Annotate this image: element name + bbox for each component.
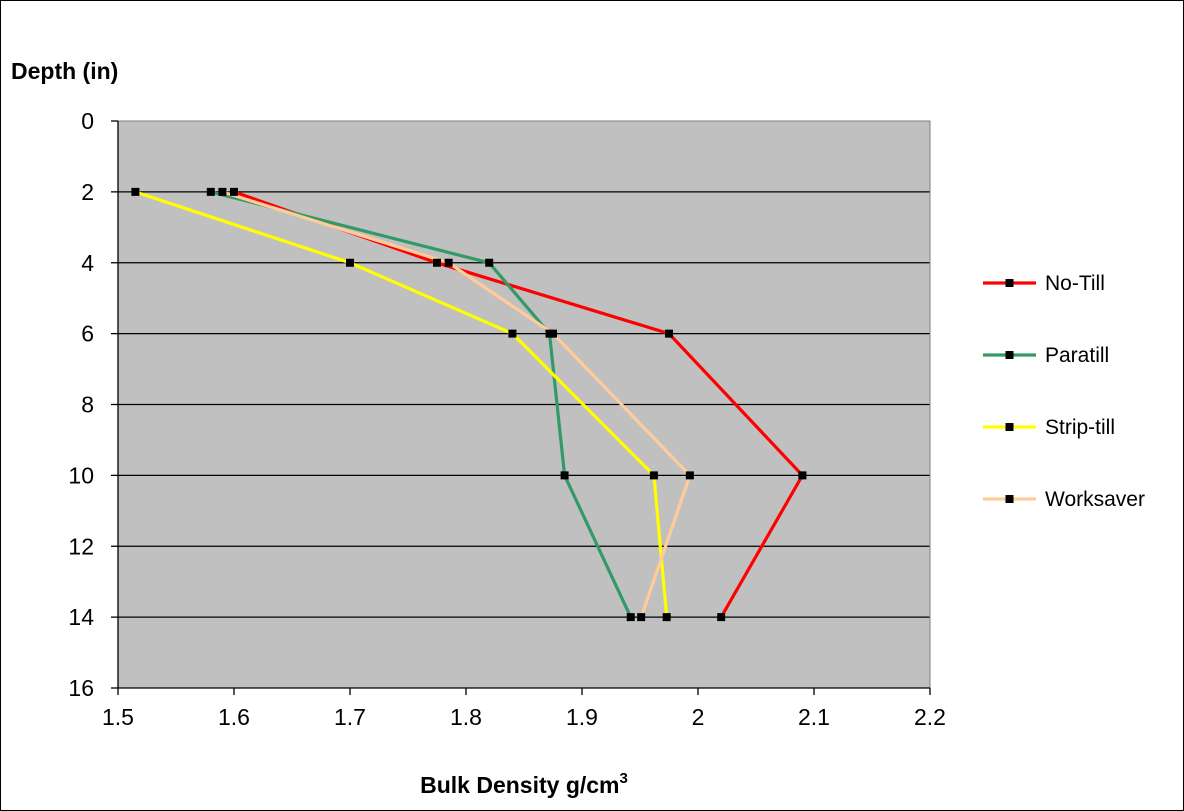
x-tick-label: 1.5: [102, 704, 134, 730]
x-tick-label: 1.6: [218, 704, 250, 730]
data-point-worksaver: [637, 613, 646, 622]
y-tick-label: 16: [68, 675, 94, 701]
x-axis-title-text: Bulk Density g/cm: [420, 772, 619, 798]
data-point-worksaver: [549, 329, 557, 338]
legend-marker-paratill: [1005, 351, 1014, 359]
x-axis-title: Bulk Density g/cm3: [420, 770, 628, 798]
y-tick-label: 12: [68, 533, 94, 559]
x-tick-label: 1.9: [566, 704, 598, 730]
data-point-paratill: [485, 258, 494, 267]
data-point-worksaver: [444, 258, 453, 267]
legend: No-Till Paratill Strip-till Worksaver: [983, 272, 1145, 511]
data-point-no-till: [798, 471, 807, 480]
data-point-worksaver: [685, 471, 694, 480]
x-axis-title-superscript: 3: [620, 770, 628, 787]
gridlines: [118, 191, 930, 618]
data-point-strip-till: [508, 329, 517, 338]
y-tick-label: 14: [68, 604, 94, 630]
y-tick-label: 10: [68, 462, 94, 488]
y-tick-label: 6: [81, 321, 94, 347]
y-tick-label: 0: [81, 108, 94, 134]
y-tick-label: 4: [81, 250, 94, 276]
data-point-strip-till: [346, 258, 354, 267]
data-point-strip-till: [649, 471, 658, 480]
data-point-no-till: [433, 258, 441, 267]
x-tick-label: 1.7: [334, 704, 366, 730]
legend-marker-worksaver: [1005, 495, 1014, 503]
x-tick-label: 2: [692, 704, 705, 730]
data-point-paratill: [206, 187, 215, 196]
y-tick-label: 2: [81, 179, 94, 205]
x-tick-label: 2.1: [798, 704, 830, 730]
y-tick-label: 8: [81, 392, 94, 418]
legend-label-strip-till: Strip-till: [1045, 416, 1115, 439]
y-tick-labels: 0 2 4 6 8 10 12 14 16: [68, 108, 118, 701]
data-point-no-till: [230, 187, 238, 196]
legend-label-paratill: Paratill: [1045, 344, 1109, 367]
x-tick-labels: 1.5 1.6 1.7 1.8 1.9 2 2.1 2.2: [102, 688, 946, 730]
series-lines: [131, 187, 807, 622]
y-axis-title: Depth (in): [11, 58, 118, 84]
legend-label-worksaver: Worksaver: [1045, 488, 1145, 511]
legend-marker-strip-till: [1005, 423, 1014, 431]
legend-label-no-till: No-Till: [1045, 272, 1105, 295]
data-point-paratill: [626, 613, 635, 622]
data-point-strip-till: [662, 613, 671, 622]
x-tick-label: 1.8: [450, 704, 482, 730]
data-point-worksaver: [218, 187, 227, 196]
legend-marker-no-till: [1005, 279, 1014, 287]
data-point-no-till: [717, 613, 726, 622]
data-point-no-till: [665, 329, 673, 338]
data-point-paratill: [560, 471, 569, 480]
data-point-strip-till: [131, 187, 140, 196]
x-tick-label: 2.2: [914, 704, 946, 730]
